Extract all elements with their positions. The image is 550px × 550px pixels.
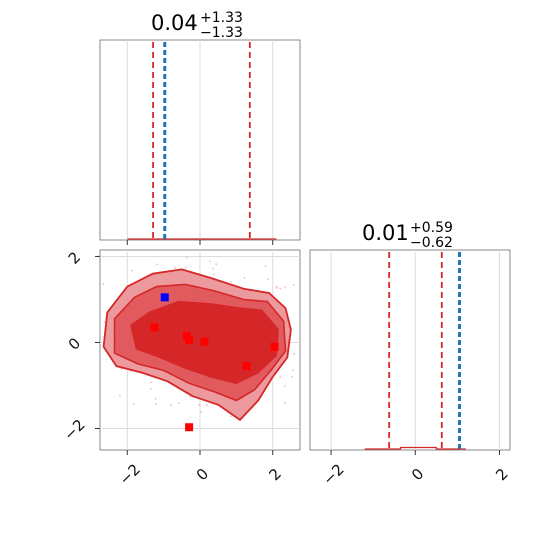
joint-density-speck xyxy=(177,402,180,404)
marginal-2-title-minus: −0.62 xyxy=(410,235,453,251)
joint-density-speck xyxy=(279,287,282,290)
joint-density-speck xyxy=(174,267,177,269)
joint-panel: −2 0 2 2 0 −2 xyxy=(60,248,301,489)
joint-density-speck xyxy=(213,273,215,276)
joint-density-speck xyxy=(291,375,294,378)
joint-density-speck xyxy=(170,404,172,406)
joint-density-speck xyxy=(119,394,121,397)
joint-density-speck xyxy=(156,263,158,266)
joint-density-speck xyxy=(284,402,286,404)
marginal-2-x-tick-label: 0 xyxy=(408,465,427,484)
marginal-2-lines xyxy=(388,252,461,450)
joint-density-speck xyxy=(103,321,106,323)
joint-density-speck xyxy=(185,266,187,269)
joint-density-speck xyxy=(198,403,200,406)
joint-density-speck xyxy=(189,396,192,398)
marginal-1-title-value: 0.04 xyxy=(151,11,198,35)
joint-density-speck xyxy=(200,411,202,413)
joint-density-speck xyxy=(215,263,217,265)
joint-density-speck xyxy=(206,404,208,406)
marginal-panel-1: 0.04 +1.33 −1.33 xyxy=(99,10,301,245)
marginal-2-title-value: 0.01 xyxy=(362,221,409,245)
joint-point-red xyxy=(182,332,191,341)
joint-density-speck xyxy=(276,287,278,289)
joint-contours xyxy=(102,268,292,421)
joint-point-blue xyxy=(160,293,169,302)
marginal-2-title-plus: +0.59 xyxy=(410,220,453,236)
marginal-1-title-plus: +1.33 xyxy=(200,10,243,26)
joint-density-speck xyxy=(275,285,278,288)
joint-density-speck xyxy=(292,369,294,371)
joint-y-tick-label: 2 xyxy=(65,248,84,267)
marginal-2-histogram xyxy=(364,446,466,450)
joint-density-speck xyxy=(279,376,282,379)
joint-density-speck xyxy=(132,403,135,406)
joint-y-tick-labels: 2 0 −2 xyxy=(60,248,88,444)
joint-density-speck xyxy=(293,353,296,355)
joint-density-speck xyxy=(120,368,123,370)
joint-density-speck xyxy=(150,381,152,384)
marginal-2-x-tick-label: 2 xyxy=(492,465,511,484)
joint-density-speck xyxy=(264,265,267,267)
joint-points xyxy=(150,293,279,432)
marginal-panel-2: 0.01 +0.59 −0.62 −2 0 2 xyxy=(309,220,512,489)
marginal-2-grid xyxy=(330,250,500,455)
marginal-2-frame xyxy=(309,249,511,451)
joint-density-speck xyxy=(209,260,211,262)
joint-density-speck xyxy=(243,277,246,279)
marginal-1-lines xyxy=(152,42,251,240)
joint-point-red xyxy=(200,337,209,346)
joint-density-speck xyxy=(212,267,214,270)
joint-point-red xyxy=(150,323,159,332)
joint-point-red xyxy=(270,342,279,351)
joint-point-red xyxy=(185,336,194,345)
marginal-2-histogram-step xyxy=(364,446,466,450)
joint-x-tick-labels: −2 0 2 xyxy=(116,460,285,488)
joint-density-speck xyxy=(131,269,134,272)
joint-density-speck xyxy=(130,370,132,373)
marginal-1-grid xyxy=(126,40,274,245)
joint-density-speck xyxy=(102,283,105,285)
joint-x-tick-label: 0 xyxy=(193,465,212,484)
joint-density-speck xyxy=(267,278,269,281)
joint-density-speck xyxy=(283,385,286,387)
joint-y-tick-label: 0 xyxy=(65,334,84,353)
joint-density-speck xyxy=(293,284,295,286)
marginal-2-x-tick-labels: −2 0 2 xyxy=(319,460,511,488)
joint-point-red xyxy=(185,423,194,432)
joint-density-speck xyxy=(154,398,157,400)
joint-x-tick-label: 2 xyxy=(265,465,284,484)
joint-x-tick-label: −2 xyxy=(116,460,144,488)
joint-density-speck xyxy=(154,403,157,405)
joint-point-red xyxy=(242,362,251,371)
marginal-1-title-minus: −1.33 xyxy=(200,25,243,41)
joint-density-speck xyxy=(298,348,300,351)
joint-density-speck xyxy=(284,286,286,288)
joint-y-tick-label: −2 xyxy=(60,416,88,444)
joint-density-speck xyxy=(186,256,188,259)
joint-density-speck xyxy=(230,415,232,418)
joint-density-speck xyxy=(149,388,152,390)
marginal-2-x-tick-label: −2 xyxy=(319,460,347,488)
joint-density-speck xyxy=(230,280,232,283)
